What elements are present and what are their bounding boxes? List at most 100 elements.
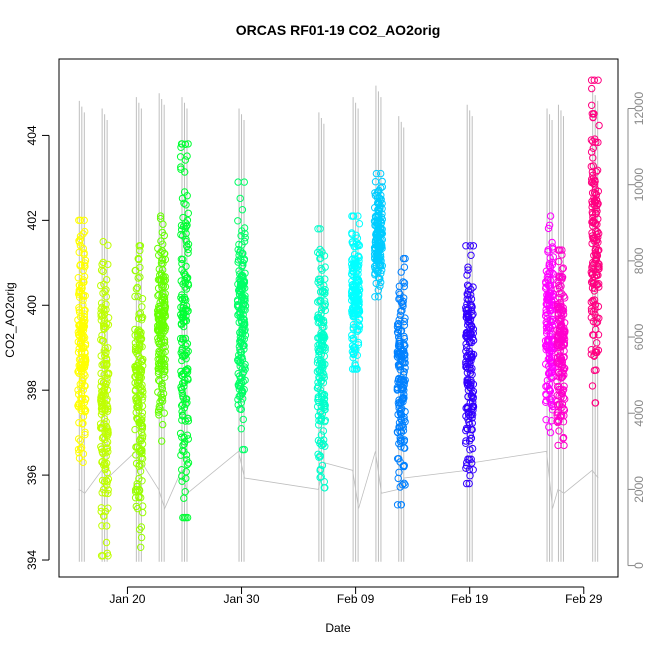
data-point <box>139 508 147 517</box>
data-point <box>77 402 86 410</box>
data-point <box>100 316 109 324</box>
data-point <box>541 337 550 345</box>
data-point <box>133 482 141 491</box>
data-point <box>161 283 170 291</box>
data-point <box>131 387 140 395</box>
data-point <box>560 353 568 362</box>
data-point <box>99 433 108 441</box>
data-point <box>560 405 568 413</box>
data-point <box>558 400 567 408</box>
data-point <box>314 450 322 458</box>
data-point <box>558 273 567 281</box>
data-point <box>316 281 324 289</box>
data-point <box>75 216 83 225</box>
data-point <box>74 401 82 410</box>
data-point <box>589 219 597 227</box>
data-point <box>181 417 190 425</box>
data-point <box>234 217 242 225</box>
data-point <box>588 382 597 390</box>
data-point <box>465 331 474 339</box>
data-point <box>396 458 404 466</box>
data-point <box>393 323 402 331</box>
data-point <box>590 331 598 339</box>
data-point <box>592 268 600 276</box>
data-point <box>355 326 363 334</box>
data-point <box>158 256 166 264</box>
data-point <box>545 423 553 431</box>
data-point <box>398 481 407 489</box>
data-point <box>371 293 379 301</box>
data-point <box>135 352 143 361</box>
data-point <box>469 242 478 250</box>
data-point <box>561 327 569 335</box>
data-point <box>555 281 563 290</box>
data-point <box>132 459 141 468</box>
data-point <box>133 361 142 370</box>
data-point <box>469 466 477 474</box>
data-point <box>348 331 356 339</box>
data-point <box>463 425 472 433</box>
data-point <box>589 296 597 305</box>
data-point <box>131 343 140 351</box>
data-point <box>593 280 602 289</box>
data-point <box>469 393 477 401</box>
data-point <box>393 385 402 393</box>
data-point <box>464 263 472 271</box>
data-point <box>399 395 408 403</box>
data-point <box>155 302 163 311</box>
data-point <box>79 301 87 309</box>
data-point <box>464 392 472 401</box>
data-point <box>558 390 566 398</box>
data-point <box>137 493 145 502</box>
data-point <box>559 373 567 381</box>
data-point <box>554 408 562 416</box>
data-point <box>135 377 144 385</box>
data-point <box>353 327 362 335</box>
data-point <box>155 291 163 299</box>
data-point <box>401 254 409 263</box>
data-point <box>180 440 188 448</box>
data-point <box>593 207 601 215</box>
data-point <box>467 410 475 419</box>
data-point <box>241 234 249 242</box>
data-point <box>371 271 379 279</box>
y-tick-label: 400 <box>25 295 39 315</box>
data-point <box>374 225 382 234</box>
data-point <box>317 437 325 445</box>
data-point <box>543 329 551 337</box>
data-point <box>466 300 475 309</box>
data-point <box>75 237 83 245</box>
data-point <box>592 209 600 217</box>
data-point <box>592 227 600 236</box>
data-point <box>588 84 596 93</box>
data-point <box>395 333 403 341</box>
data-point <box>156 212 165 220</box>
data-point <box>348 230 356 239</box>
data-point <box>595 280 603 288</box>
data-point <box>542 278 550 286</box>
data-point <box>236 348 245 356</box>
data-point <box>547 297 556 305</box>
data-point <box>134 314 143 323</box>
data-point <box>554 330 562 339</box>
data-point <box>462 439 470 447</box>
data-point <box>547 354 556 362</box>
data-point <box>469 398 477 406</box>
data-point <box>462 437 470 445</box>
data-point <box>79 458 87 467</box>
data-point <box>131 292 139 301</box>
data-point <box>349 306 358 314</box>
data-point <box>316 466 324 475</box>
data-point <box>234 256 243 264</box>
series-jan-25 <box>176 140 193 522</box>
data-point <box>76 235 85 244</box>
data-point <box>394 474 402 483</box>
y-tick-label: 398 <box>25 380 39 400</box>
data-point <box>543 344 551 352</box>
data-point <box>177 383 185 391</box>
data-point <box>401 444 409 452</box>
data-point <box>158 437 166 445</box>
data-point <box>590 76 598 84</box>
data-point <box>544 224 553 233</box>
data-point <box>177 140 186 148</box>
